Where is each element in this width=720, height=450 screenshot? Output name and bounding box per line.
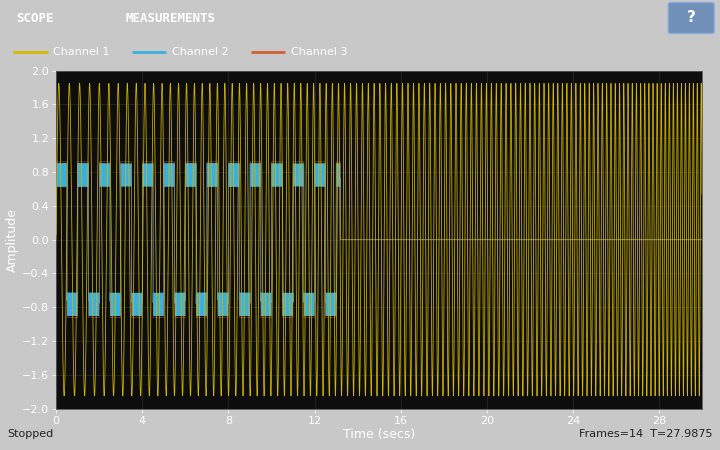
X-axis label: Time (secs): Time (secs)	[343, 428, 415, 441]
FancyBboxPatch shape	[668, 3, 714, 33]
Text: Frames=14  T=27.9875: Frames=14 T=27.9875	[580, 429, 713, 439]
Text: ?: ?	[687, 10, 696, 26]
Text: Channel 2: Channel 2	[172, 47, 229, 57]
Text: Channel 3: Channel 3	[291, 47, 347, 57]
Text: MEASUREMENTS: MEASUREMENTS	[126, 12, 216, 24]
Text: Stopped: Stopped	[7, 429, 53, 439]
Text: SCOPE: SCOPE	[17, 12, 54, 24]
Y-axis label: Amplitude: Amplitude	[6, 207, 19, 272]
Text: Channel 1: Channel 1	[53, 47, 109, 57]
